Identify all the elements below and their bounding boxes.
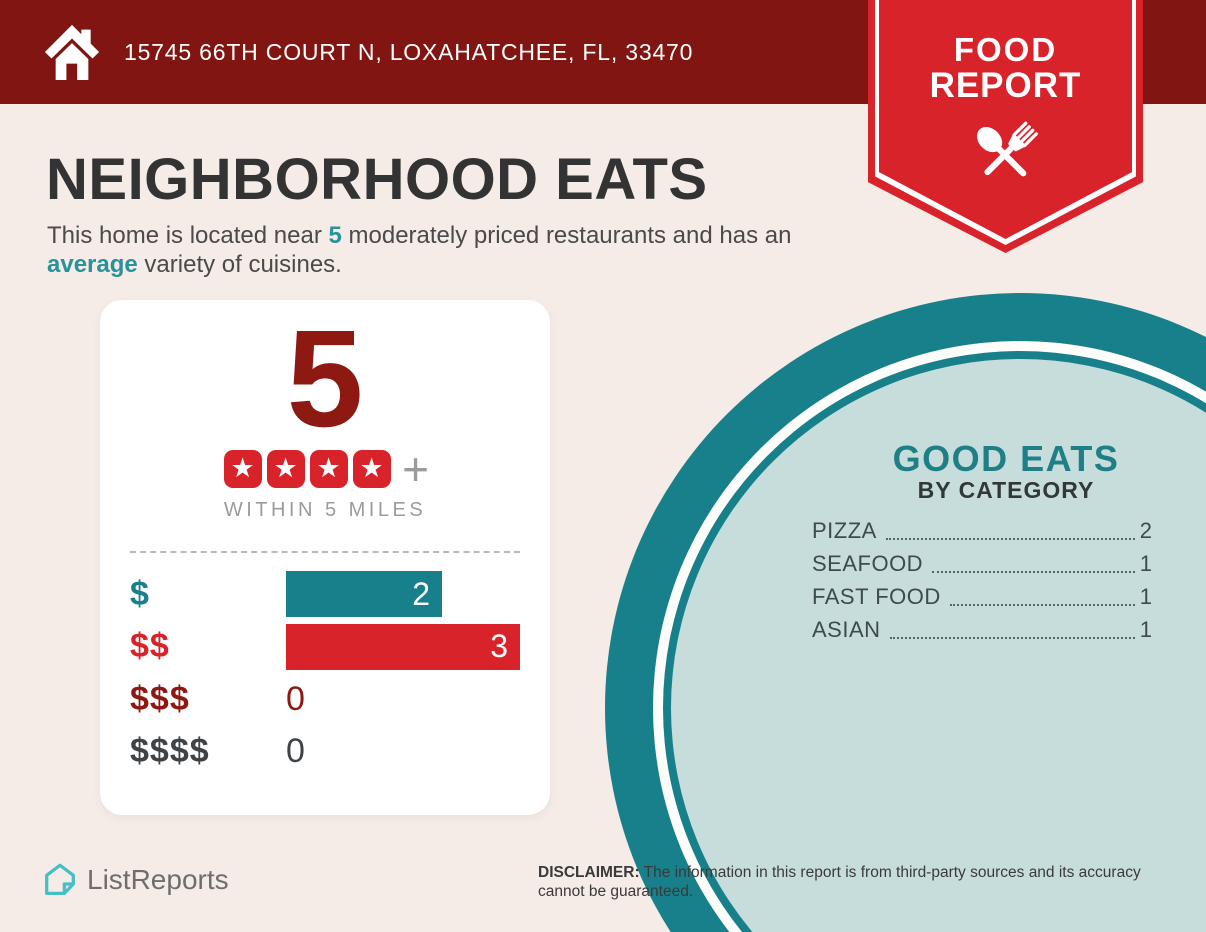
category-label: FAST FOOD xyxy=(812,584,941,609)
ribbon-title-line2: REPORT xyxy=(929,65,1082,105)
category-value: 1 xyxy=(1139,617,1152,642)
restaurant-summary-card: 5 ★ ★ ★ ★ + WITHIN 5 MILES $2 $$ 3 $$$ 0 $$$$ 0 xyxy=(100,300,550,815)
good-eats-title: GOOD EATS xyxy=(892,438,1120,479)
star-badge-icon: ★ xyxy=(309,450,348,488)
category-value: 1 xyxy=(1139,584,1152,609)
plus-sign: + xyxy=(402,443,429,495)
price-row: $$ 3 xyxy=(130,621,520,674)
category-row: PIZZA 2 xyxy=(812,518,1152,544)
disclaimer: DISCLAIMER: The information in this repo… xyxy=(538,863,1166,902)
dotted-leader xyxy=(949,604,1135,606)
dashed-divider xyxy=(130,551,520,553)
page-title: NEIGHBORHOOD EATS xyxy=(46,147,708,212)
price-row: $$$ 0 xyxy=(130,673,520,726)
price-tier-label: $$ xyxy=(130,627,170,666)
category-label: PIZZA xyxy=(812,518,877,543)
category-value: 2 xyxy=(1139,518,1152,543)
stars-row: ★ ★ ★ ★ + xyxy=(100,443,550,495)
category-row: FAST FOOD 1 xyxy=(812,584,1152,610)
listreports-house-icon xyxy=(45,863,75,895)
disclaimer-label: DISCLAIMER: xyxy=(538,864,640,881)
disclaimer-text: The information in this report is from t… xyxy=(538,864,1141,901)
category-label: SEAFOOD xyxy=(812,551,924,576)
price-row: $$$$ 0 xyxy=(130,726,520,779)
category-row: SEAFOOD 1 xyxy=(812,551,1152,577)
dotted-leader xyxy=(885,538,1135,540)
price-tier-label: $ xyxy=(130,574,150,613)
good-eats-subtitle: BY CATEGORY xyxy=(917,477,1095,503)
star-badge-icon: ★ xyxy=(352,450,391,488)
price-tier-bar: 2 xyxy=(286,571,442,618)
subtitle-text: moderately priced restaurants and has an xyxy=(341,222,792,249)
restaurant-count: 5 xyxy=(286,302,364,456)
dotted-leader xyxy=(889,637,1135,639)
price-tier-value: 0 xyxy=(286,732,305,771)
page-subtitle: This home is located near 5 moderately p… xyxy=(47,221,815,279)
category-row: ASIAN 1 xyxy=(812,617,1152,643)
restaurant-count-highlight: 5 xyxy=(328,222,342,249)
crossed-spoon-fork-icon xyxy=(976,122,1038,177)
variety-highlight: average xyxy=(47,251,138,278)
listreports-logo-text: ListReports xyxy=(87,864,229,895)
category-value: 1 xyxy=(1139,551,1152,576)
dotted-leader xyxy=(932,571,1135,573)
home-icon xyxy=(44,24,100,80)
price-tier-value: 0 xyxy=(286,679,305,718)
ribbon-title-line1: FOOD xyxy=(953,31,1058,68)
property-address: 15745 66TH COURT N, LOXAHATCHEE, FL, 334… xyxy=(124,38,694,65)
price-tier-label: $$$$ xyxy=(130,732,210,771)
food-report-ribbon: FOOD REPORT xyxy=(868,0,1143,253)
good-eats-circle xyxy=(605,293,1206,932)
listreports-logo: ListReports xyxy=(42,862,229,898)
star-badge-icon: ★ xyxy=(223,450,262,488)
price-tier-bar: 3 xyxy=(286,623,520,670)
subtitle-text: variety of cuisines. xyxy=(137,251,342,278)
category-label: ASIAN xyxy=(812,617,881,642)
price-tier-label: $$$ xyxy=(130,679,190,718)
radius-caption: WITHIN 5 MILES xyxy=(223,499,427,521)
price-row: $2 xyxy=(130,568,520,621)
price-tier-chart: $2 $$ 3 $$$ 0 $$$$ 0 xyxy=(130,568,520,778)
star-badge-icon: ★ xyxy=(266,450,305,488)
category-list: PIZZA 2 SEAFOOD 1 FAST FOOD 1 ASIAN 1 xyxy=(812,518,1152,653)
subtitle-text: This home is located near xyxy=(47,222,329,249)
